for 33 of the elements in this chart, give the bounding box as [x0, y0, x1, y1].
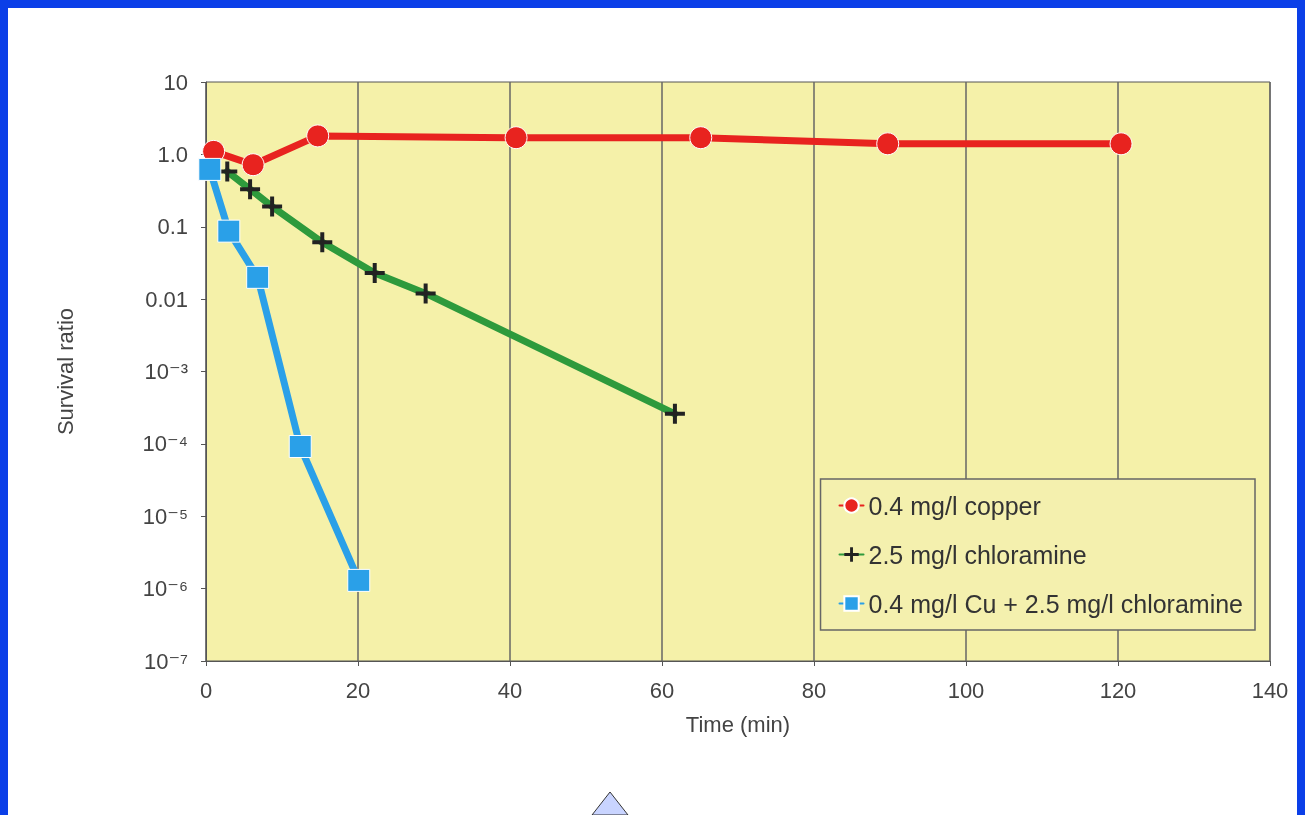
y-tick-label: 10⁻⁶ [142, 576, 188, 602]
point [198, 157, 222, 181]
y-tick-label: 10⁻⁵ [142, 503, 188, 529]
x-tick-label: 20 [345, 677, 371, 703]
point [306, 124, 330, 148]
x-tick-label: 40 [497, 677, 523, 703]
point [246, 265, 270, 289]
legend-label: 2.5 mg/l chloramine [868, 540, 1087, 569]
x-tick-label: 100 [947, 677, 985, 703]
y-tick-label: 10⁻⁴ [142, 431, 188, 457]
x-tick-label: 140 [1251, 677, 1289, 703]
y-axis-title: Survival ratio [52, 307, 78, 436]
x-axis-title: Time (min) [685, 711, 791, 737]
y-tick-label: 10⁻⁷ [143, 648, 189, 674]
y-tick-label: 0.1 [157, 214, 188, 240]
x-tick-label: 60 [649, 677, 675, 703]
point [1109, 132, 1133, 156]
x-tick-label: 80 [801, 677, 827, 703]
x-tick-label: 120 [1099, 677, 1137, 703]
point [288, 435, 312, 458]
x-tick-label: 0 [199, 677, 213, 703]
y-tick-label: 10 [163, 69, 188, 95]
y-tick-label: 0.01 [145, 286, 188, 312]
point [876, 132, 900, 156]
point [347, 568, 371, 592]
point [689, 126, 713, 150]
point [504, 126, 528, 150]
legend-label: 0.4 mg/l Cu + 2.5 mg/l chloramine [868, 589, 1244, 618]
point [241, 153, 265, 177]
y-tick-label: 10⁻³ [144, 359, 188, 384]
legend-label: 0.4 mg/l copper [868, 491, 1041, 520]
y-tick-label: 1.0 [157, 141, 188, 167]
point [217, 219, 241, 243]
